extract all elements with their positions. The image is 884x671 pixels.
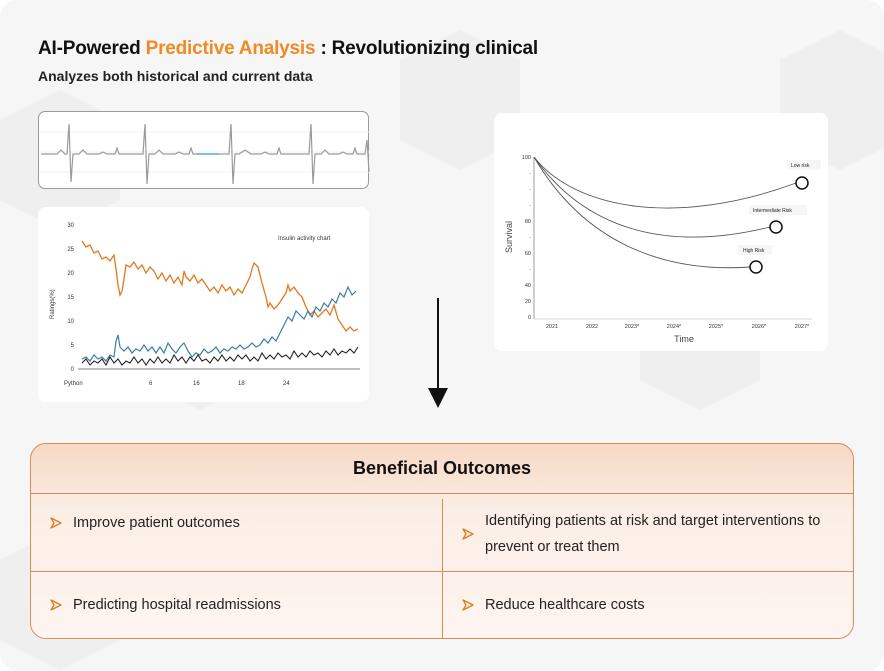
low-risk-marker [795, 176, 809, 190]
down-arrow-icon [428, 298, 448, 408]
ecg-card [38, 111, 370, 189]
beneficial-outcomes-panel: Beneficial Outcomes Improve patient outc… [30, 443, 854, 639]
x-tick-16: 16 [193, 381, 200, 387]
svg-text:-: - [529, 235, 531, 241]
x-tick-2026: 2026* [752, 324, 767, 330]
x-tick-2021: 2021 [546, 324, 558, 330]
y-tick-30: 30 [67, 223, 74, 229]
x-tick-18: 18 [238, 381, 245, 387]
x-tick-2023: 2023* [625, 324, 640, 330]
y-tick-15: 15 [67, 295, 74, 301]
outcome-text: Predicting hospital readmissions [73, 597, 281, 613]
outcome-item: Reduce healthcare costs [461, 592, 645, 618]
black-series-line [81, 346, 359, 367]
outcome-text: Reduce healthcare costs [485, 597, 645, 613]
page-title: AI-Powered Predictive Analysis : Revolut… [38, 38, 538, 60]
title-highlight: Predictive Analysis [145, 38, 316, 59]
play-outline-icon [50, 599, 62, 611]
outcome-item: Predicting hospital readmissions [49, 592, 281, 618]
surv-y-tick-100: 100 [522, 155, 531, 161]
title-suffix: : Revolutionizing clinical [315, 38, 538, 59]
x-tick-2025: 2025* [709, 324, 724, 330]
play-outline-icon [462, 528, 474, 540]
high-risk-curve [533, 156, 751, 269]
y-tick-0: 0 [71, 367, 75, 373]
orange-series-line [81, 240, 359, 333]
outcome-item: Identifying patients at risk and target … [461, 508, 841, 560]
surv-y-tick-0: 0 [528, 315, 531, 321]
intermediate-risk-curve [533, 156, 771, 238]
surv-y-tick-60: 60 [525, 251, 531, 257]
play-outline-icon [50, 517, 62, 529]
insulin-y-label: Ratings(%) [50, 289, 56, 319]
y-tick-5: 5 [71, 343, 75, 349]
svg-text:-: - [529, 171, 531, 177]
intermediate-risk-marker [769, 220, 783, 234]
survival-chart-card: Survival 100 80 60 40 20 0 - - - - - 2021 20… [494, 113, 828, 351]
intermediate-risk-label: Intermediate Risk [753, 208, 792, 214]
svg-text:-: - [529, 267, 531, 273]
outcome-text: Improve patient outcomes [73, 515, 240, 531]
survival-y-label: Survival [504, 221, 514, 253]
x-tick-6: 6 [149, 381, 153, 387]
svg-text:-: - [529, 187, 531, 193]
y-tick-10: 10 [67, 319, 74, 325]
title-prefix: AI-Powered [38, 38, 146, 59]
survival-chart: Survival 100 80 60 40 20 0 - - - - - 2021 20… [504, 155, 821, 344]
survival-x-label: Time [674, 334, 694, 344]
low-risk-label: Low risk [791, 163, 810, 169]
surv-y-tick-40: 40 [525, 283, 531, 289]
outcome-text: Identifying patients at risk and target … [485, 513, 821, 555]
insulin-chart-card: Insulin activity chart Ratings(%) 30 25 … [38, 207, 369, 402]
x-tick-2024: 2024* [667, 324, 682, 330]
page-subtitle: Analyzes both historical and current dat… [38, 68, 313, 84]
ecg-waveform [39, 123, 370, 185]
insulin-chart-title: Insulin activity chart [278, 236, 331, 242]
high-risk-marker [749, 260, 763, 274]
y-tick-20: 20 [67, 271, 74, 277]
insulin-chart: Insulin activity chart Ratings(%) 30 25 … [50, 223, 360, 387]
surv-y-tick-20: 20 [525, 299, 531, 305]
blue-series-line [81, 285, 357, 362]
x-tick-2022: 2022 [586, 324, 598, 330]
x-tick-python: Python [64, 381, 83, 387]
x-tick-2027: 2027* [795, 324, 810, 330]
surv-y-tick-80: 80 [525, 219, 531, 225]
high-risk-label: High Risk [743, 248, 765, 254]
svg-text:-: - [529, 203, 531, 209]
x-tick-24: 24 [283, 381, 290, 387]
play-outline-icon [462, 599, 474, 611]
low-risk-curve [533, 156, 797, 209]
y-tick-25: 25 [67, 247, 74, 253]
outcomes-heading: Beneficial Outcomes [31, 444, 853, 494]
outcome-item: Improve patient outcomes [49, 510, 240, 536]
